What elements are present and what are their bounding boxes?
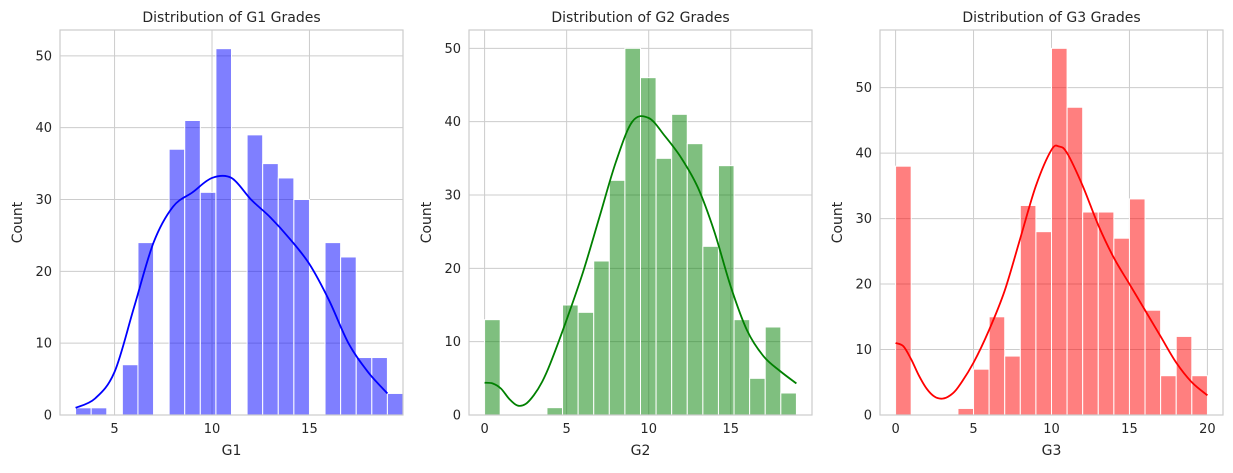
panel-3: 0 10 20 30 40 50 0 5 10 15 20 Distribution of G3 Gr… — [830, 10, 1224, 459]
histogram-bar — [1191, 375, 1208, 416]
y-tick-label: 40 — [35, 121, 52, 136]
histogram-bar — [702, 245, 719, 416]
histogram-bar — [262, 163, 279, 416]
x-tick-label: 5 — [969, 422, 977, 437]
histogram-bar — [1035, 231, 1052, 416]
histogram-bar — [1019, 204, 1037, 416]
y-tick-label: 0 — [44, 409, 52, 424]
y-tick-label: 20 — [35, 265, 52, 280]
histogram-bar — [386, 392, 404, 416]
histogram-bar — [1066, 106, 1084, 416]
x-tick-label: 10 — [640, 422, 657, 437]
y-tick-label: 40 — [855, 147, 872, 162]
histogram-bar — [293, 199, 310, 416]
histogram-bar — [75, 407, 92, 416]
y-tick-label: 0 — [864, 409, 872, 424]
x-tick-label: 15 — [301, 422, 318, 437]
y-axis-label: Count — [10, 201, 26, 243]
kde-line — [895, 144, 1208, 400]
x-tick-label: 0 — [480, 422, 488, 437]
x-tick-label: 15 — [1121, 422, 1138, 437]
histogram-bar — [199, 191, 217, 416]
y-tick-label: 10 — [444, 335, 461, 350]
chart-title: Distribution of G1 Grades — [142, 10, 320, 26]
x-tick-label: 0 — [891, 422, 899, 437]
histogram-bar — [90, 407, 108, 416]
x-tick-label: 10 — [1043, 422, 1060, 437]
histogram-bar — [277, 177, 295, 416]
histogram-bar — [624, 47, 642, 416]
y-tick-label: 20 — [444, 262, 461, 277]
histogram-bar — [1113, 237, 1130, 416]
histogram-bar — [780, 392, 797, 416]
x-tick-label: 20 — [1199, 422, 1216, 437]
histogram-bar — [640, 77, 657, 416]
histogram-bar — [1160, 375, 1177, 416]
y-tick-label: 10 — [855, 343, 872, 358]
histogram-bar — [1004, 355, 1021, 416]
histogram-bar — [215, 48, 232, 416]
kde-line — [75, 174, 389, 409]
histogram-bar — [957, 407, 975, 416]
x-axis-label: G1 — [222, 443, 242, 459]
histogram-bar — [988, 316, 1006, 416]
histogram-bar — [324, 242, 342, 416]
x-tick-label: 15 — [722, 422, 739, 437]
histogram-bar — [121, 364, 139, 416]
histogram-bar — [895, 165, 912, 416]
y-tick-label: 40 — [444, 115, 461, 130]
y-tick-label: 0 — [453, 409, 461, 424]
histogram-bar — [577, 311, 595, 416]
plot-frame — [879, 29, 1224, 416]
y-tick-label: 30 — [444, 189, 461, 204]
panel-2: 0 10 20 30 40 50 0 5 10 15 Distribution of G2 Grad… — [419, 10, 813, 459]
histogram-bar — [686, 143, 704, 416]
histogram-bar — [973, 368, 990, 416]
x-tick-label: 5 — [110, 422, 118, 437]
plot-frame — [59, 29, 404, 416]
y-axis-label: Count — [419, 201, 435, 243]
panel-1: 0 10 20 30 40 50 5 10 15 Distribution of G1 Grade… — [10, 10, 404, 459]
histogram-bar — [1051, 47, 1068, 416]
histogram-bar — [1082, 211, 1099, 416]
histogram-bar — [340, 256, 357, 416]
histogram-bar — [749, 377, 766, 416]
x-axis-label: G2 — [631, 443, 651, 459]
x-tick-label: 5 — [563, 422, 571, 437]
histogram-bar — [1175, 335, 1193, 416]
histogram-bar — [1144, 309, 1162, 416]
y-tick-label: 50 — [35, 49, 52, 64]
histogram-bar — [655, 157, 673, 416]
plot-frame — [468, 29, 813, 416]
histogram-bar — [593, 260, 610, 416]
histogram-bar — [764, 326, 782, 416]
histogram-bar — [184, 120, 201, 416]
histogram-bar — [608, 179, 626, 416]
chart-title: Distribution of G3 Grades — [962, 10, 1140, 26]
histogram-bar — [484, 319, 501, 416]
histogram-bar — [562, 304, 579, 416]
y-tick-label: 10 — [35, 337, 52, 352]
histogram-bar — [733, 319, 751, 416]
x-axis-label: G3 — [1042, 443, 1062, 459]
x-tick-label: 10 — [204, 422, 221, 437]
chart-title: Distribution of G2 Grades — [551, 10, 729, 26]
y-tick-label: 50 — [855, 81, 872, 96]
histogram-bar — [546, 407, 564, 416]
y-tick-label: 30 — [855, 212, 872, 227]
histogram-bar — [671, 113, 688, 416]
y-tick-label: 50 — [444, 42, 461, 57]
histogram-bar — [246, 134, 264, 416]
kde-line — [484, 115, 797, 407]
histogram-bar — [168, 148, 186, 416]
y-tick-label: 20 — [855, 278, 872, 293]
y-tick-label: 30 — [35, 193, 52, 208]
y-axis-label: Count — [830, 201, 846, 243]
